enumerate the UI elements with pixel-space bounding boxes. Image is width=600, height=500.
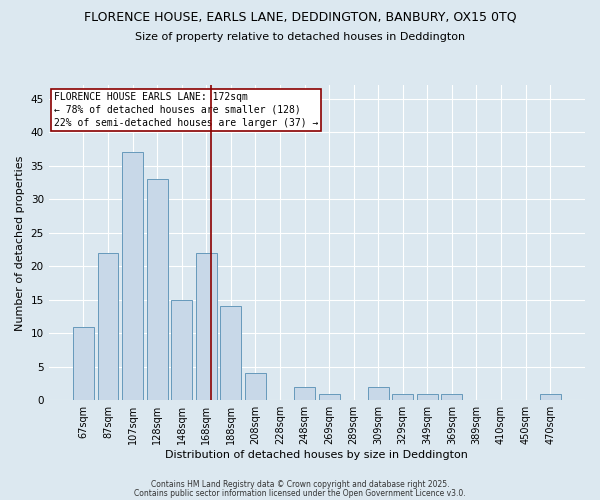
Bar xyxy=(417,394,438,400)
Bar xyxy=(442,394,463,400)
Text: Size of property relative to detached houses in Deddington: Size of property relative to detached ho… xyxy=(135,32,465,42)
X-axis label: Distribution of detached houses by size in Deddington: Distribution of detached houses by size … xyxy=(166,450,468,460)
Bar xyxy=(392,394,413,400)
Bar xyxy=(245,374,266,400)
Bar xyxy=(73,326,94,400)
Bar xyxy=(171,300,192,400)
Bar xyxy=(122,152,143,400)
Bar xyxy=(319,394,340,400)
Text: FLORENCE HOUSE, EARLS LANE, DEDDINGTON, BANBURY, OX15 0TQ: FLORENCE HOUSE, EARLS LANE, DEDDINGTON, … xyxy=(83,10,517,23)
Text: Contains HM Land Registry data © Crown copyright and database right 2025.: Contains HM Land Registry data © Crown c… xyxy=(151,480,449,489)
Bar xyxy=(368,387,389,400)
Bar xyxy=(540,394,560,400)
Text: FLORENCE HOUSE EARLS LANE: 172sqm
← 78% of detached houses are smaller (128)
22%: FLORENCE HOUSE EARLS LANE: 172sqm ← 78% … xyxy=(54,92,319,128)
Y-axis label: Number of detached properties: Number of detached properties xyxy=(15,155,25,330)
Bar xyxy=(220,306,241,400)
Bar xyxy=(196,253,217,400)
Bar xyxy=(98,253,118,400)
Bar xyxy=(294,387,315,400)
Text: Contains public sector information licensed under the Open Government Licence v3: Contains public sector information licen… xyxy=(134,488,466,498)
Bar xyxy=(147,179,167,400)
